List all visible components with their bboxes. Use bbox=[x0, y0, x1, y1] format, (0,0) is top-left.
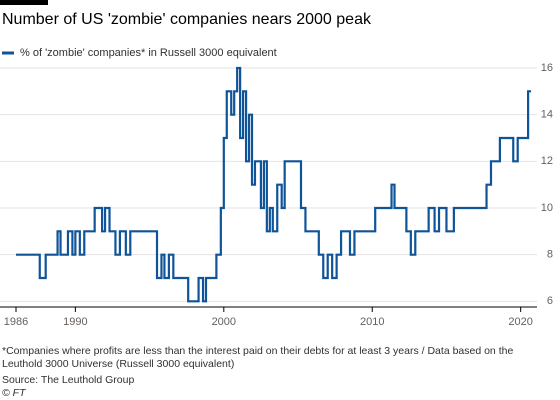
x-tick-label: 2020 bbox=[508, 316, 532, 328]
x-tick-label: 2010 bbox=[360, 316, 384, 328]
chart-title: Number of US 'zombie' companies nears 20… bbox=[2, 11, 372, 28]
ft-bar bbox=[0, 0, 48, 5]
data-line bbox=[16, 66, 532, 303]
x-tick-label: 2000 bbox=[212, 316, 236, 328]
y-tick-label: 14 bbox=[541, 109, 553, 121]
legend-label: % of 'zombie' companies* in Russell 3000… bbox=[20, 47, 277, 59]
y-tick-label: 6 bbox=[547, 295, 553, 307]
y-tick-label: 12 bbox=[541, 155, 553, 167]
y-tick-label: 8 bbox=[547, 249, 553, 261]
footnote: *Companies where profits are less than t… bbox=[2, 345, 514, 370]
y-tick-label: 10 bbox=[541, 202, 553, 214]
source: Source: The Leuthold Group bbox=[2, 374, 135, 386]
x-tick-label: 1986 bbox=[4, 316, 28, 328]
y-tick-label: 16 bbox=[541, 62, 553, 74]
credit: © FT bbox=[2, 387, 26, 399]
x-tick-label: 1990 bbox=[63, 316, 87, 328]
chart: Number of US 'zombie' companies nears 20… bbox=[0, 0, 553, 328]
